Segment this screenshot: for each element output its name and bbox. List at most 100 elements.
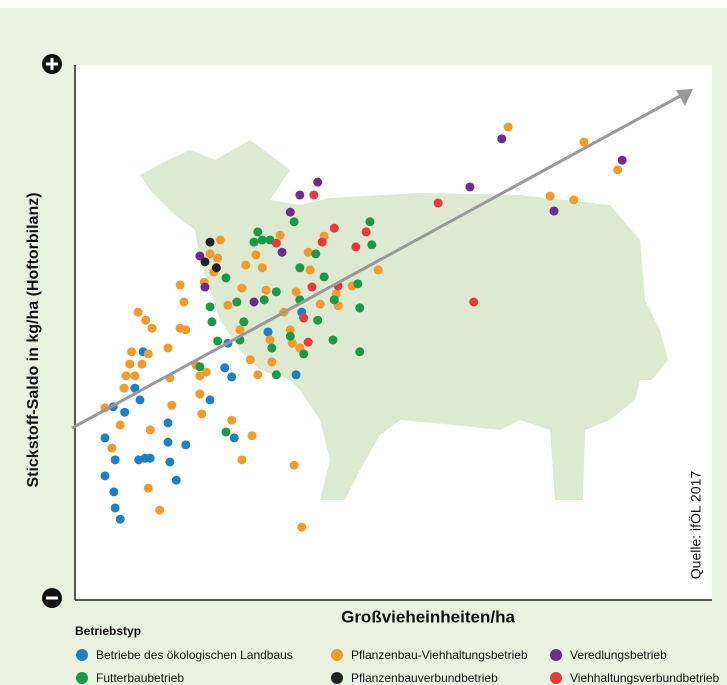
point [230,433,239,442]
legend-marker [331,649,343,661]
page: Stickstoff-Saldo in kg/ha (Hoftorbilanz)… [0,0,727,685]
point [276,231,285,240]
legend-marker [76,672,88,684]
point [353,279,362,288]
point [197,409,206,418]
legend-title: Betriebstyp [75,624,141,638]
point [127,347,136,356]
x-axis-label: Großvieheinheiten/ha [341,607,515,626]
point [295,191,304,200]
point [111,455,120,464]
point [227,372,236,381]
point [181,440,190,449]
point [249,238,258,247]
legend-label: Futterbaubetrieb [96,671,184,685]
point [374,265,383,274]
point [290,461,299,470]
point [251,250,260,259]
source: Quelle: ifÖL 2017 [687,471,704,580]
point [297,523,306,532]
point [290,217,299,226]
point [304,338,313,347]
legend-marker [76,649,88,661]
point [318,238,327,247]
point [200,283,209,292]
point [253,227,262,236]
point [258,263,267,272]
point [260,295,269,304]
point [330,224,339,233]
point [306,265,315,274]
point [181,325,190,334]
point [165,457,174,466]
point [267,344,276,353]
point [241,261,250,270]
point [120,384,129,393]
point [100,471,109,480]
point [223,301,232,310]
point [212,263,221,272]
point [304,248,313,257]
legend-label: Veredlungsbetrieb [570,648,667,662]
point [195,362,204,371]
point [107,444,116,453]
point [206,395,215,404]
point [135,395,144,404]
point [362,227,371,236]
point [618,156,627,165]
point [213,337,222,346]
point [100,433,109,442]
point [249,298,258,307]
point [272,287,281,296]
point [116,515,125,524]
point [221,428,230,437]
point [569,195,578,204]
point [125,360,134,369]
point [116,421,125,430]
point [469,298,478,307]
point [121,371,130,380]
point [320,272,329,281]
point [265,335,274,344]
point [111,503,120,512]
point [206,302,215,311]
point [313,316,322,325]
point [504,123,513,132]
point [141,316,150,325]
point [309,191,318,200]
point [267,357,276,366]
point [330,295,339,304]
point [148,324,157,333]
point [109,487,118,496]
legend-label: Pflanzenbauverbundbetrieb [351,671,498,685]
point [237,284,246,293]
point [272,370,281,379]
point [200,257,209,266]
point [264,327,273,336]
point [253,370,262,379]
point [313,178,322,187]
point [120,408,129,417]
legend-marker [331,672,343,684]
point [164,344,173,353]
point [206,249,215,258]
chart: Stickstoff-Saldo in kg/ha (Hoftorbilanz)… [0,0,727,685]
point [351,242,360,251]
point [295,263,304,272]
point [355,347,364,356]
point [239,317,248,326]
point [278,248,287,257]
point [365,217,374,226]
point [220,363,229,372]
point [286,208,295,217]
point [465,182,474,191]
point [206,238,215,247]
point [227,416,236,425]
point [546,192,555,201]
point [248,431,257,440]
point [613,165,622,174]
point [134,308,143,317]
point [172,476,181,485]
point [232,298,241,307]
point [292,287,301,296]
